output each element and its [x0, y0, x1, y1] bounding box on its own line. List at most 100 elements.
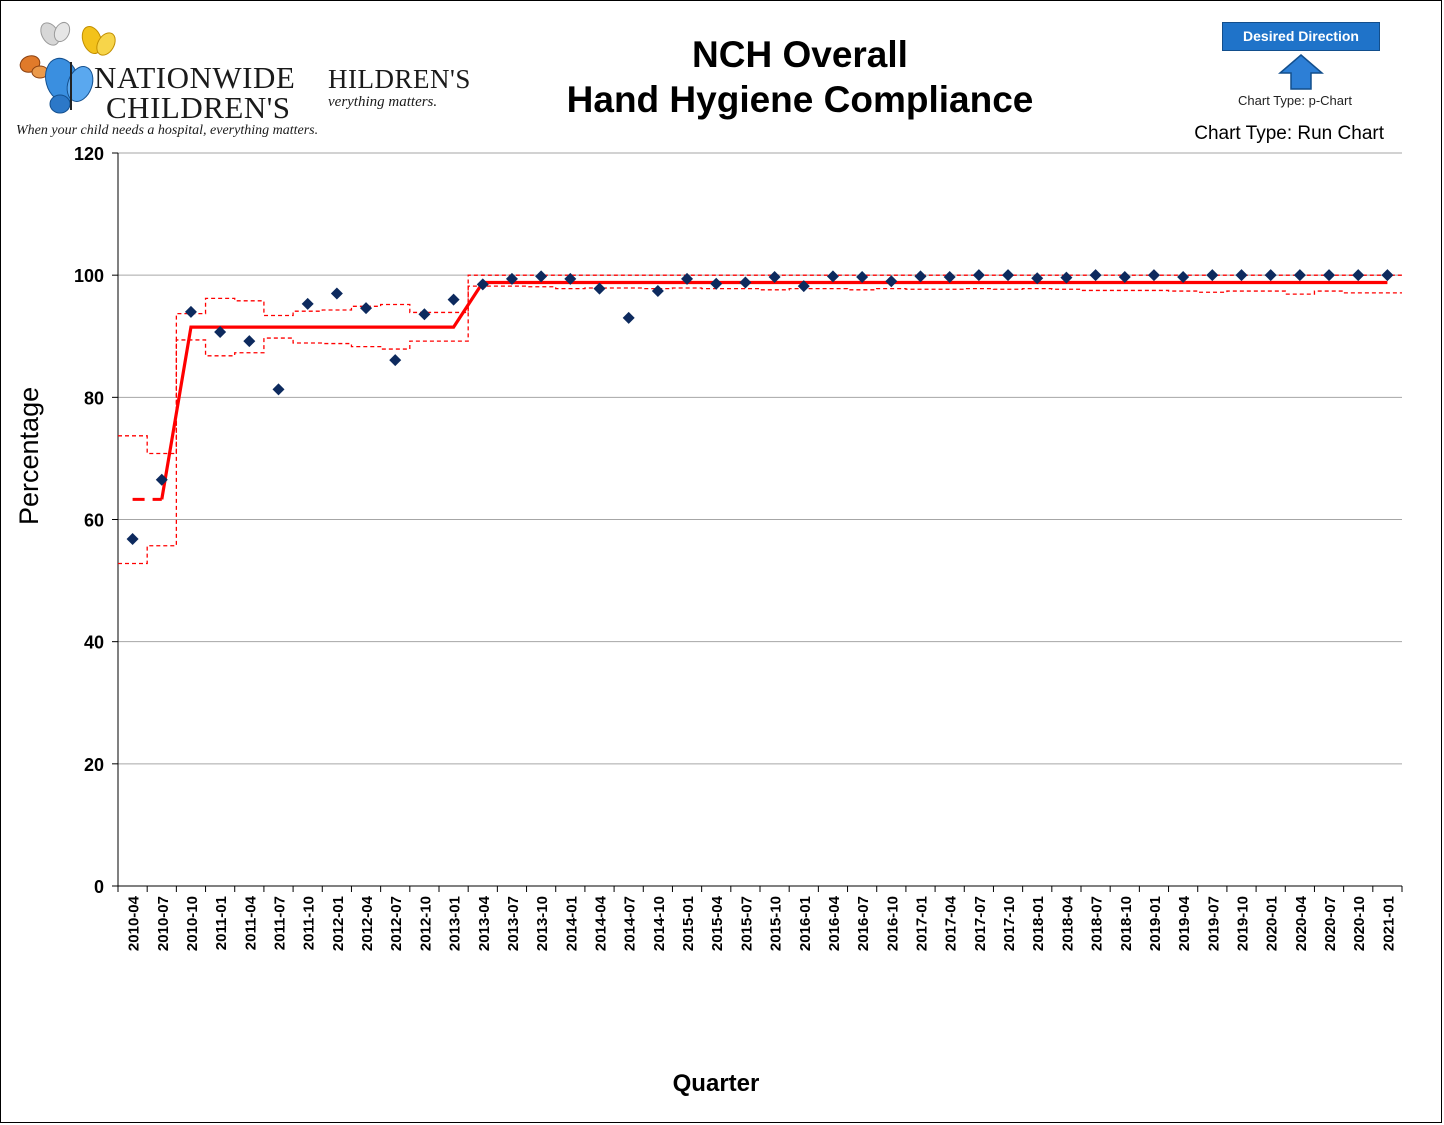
- chart-type-label: Chart Type: Run Chart: [1194, 123, 1384, 144]
- data-point: [535, 270, 548, 283]
- x-axis-label: Quarter: [672, 1070, 760, 1097]
- data-point: [856, 270, 869, 283]
- x-tick-label: 2010-10: [184, 896, 201, 951]
- data-point: [389, 354, 402, 367]
- x-tick-label: 2011-07: [272, 896, 289, 950]
- data-point: [681, 272, 694, 285]
- x-tick-label: 2012-01: [330, 896, 347, 951]
- x-tick-label: 2016-10: [884, 896, 901, 951]
- data-point: [885, 275, 898, 288]
- y-tick-label: 40: [84, 633, 104, 653]
- x-tick-label: 2015-01: [680, 896, 697, 951]
- control-limit-line: [118, 274, 1402, 455]
- data-point: [768, 270, 781, 283]
- data-point: [797, 280, 810, 293]
- logo-name-line2: CHILDREN'S: [106, 90, 291, 125]
- x-tick-label: 2016-01: [797, 896, 814, 951]
- data-point: [1381, 269, 1394, 282]
- y-tick-label: 60: [84, 511, 104, 531]
- x-tick-label: 2020-10: [1351, 896, 1368, 951]
- data-point: [214, 325, 227, 338]
- nationwide-childrens-logo: NATIONWIDE CHILDREN'S HILDREN'S verythin…: [10, 12, 470, 147]
- butterflies-icon: [19, 21, 116, 114]
- x-tick-label: 2013-04: [476, 895, 493, 951]
- data-point: [739, 276, 752, 289]
- data-point: [1060, 271, 1073, 284]
- x-tick-label: 2013-10: [534, 896, 551, 951]
- x-tick-label: 2020-01: [1264, 896, 1281, 951]
- desired-direction-badge: Desired Direction: [1222, 22, 1380, 51]
- x-tick-label: 2019-07: [1205, 896, 1222, 951]
- data-point: [710, 277, 723, 290]
- data-point: [1177, 270, 1190, 283]
- data-point: [943, 270, 956, 283]
- data-point: [447, 293, 460, 306]
- y-tick-label: 0: [94, 877, 104, 897]
- x-tick-label: 2019-10: [1235, 896, 1252, 951]
- logo-ghost-line1: HILDREN'S: [328, 64, 471, 94]
- data-point: [1147, 269, 1160, 282]
- x-tick-label: 2016-04: [826, 895, 843, 951]
- x-tick-label: 2010-04: [126, 895, 143, 951]
- x-tick-label: 2020-07: [1322, 896, 1339, 951]
- data-point: [593, 282, 606, 295]
- data-point: [243, 335, 256, 348]
- data-point: [1002, 269, 1015, 282]
- x-tick-label: 2013-07: [505, 896, 522, 951]
- data-point: [1293, 269, 1306, 282]
- x-tick-label: 2013-01: [447, 896, 464, 951]
- data-point: [1323, 269, 1336, 282]
- data-point: [651, 285, 664, 298]
- logo-ghost-line2: verything matters.: [328, 94, 438, 110]
- data-point: [972, 269, 985, 282]
- x-tick-label: 2012-10: [417, 896, 434, 951]
- up-arrow-icon: [1278, 54, 1324, 90]
- data-point: [914, 270, 927, 283]
- x-tick-label: 2015-10: [768, 896, 785, 951]
- center-line: [160, 280, 1388, 500]
- x-tick-label: 2011-10: [301, 896, 318, 950]
- logo-tagline: When your child needs a hospital, everyt…: [16, 123, 319, 138]
- x-tick-label: 2014-01: [563, 896, 580, 951]
- x-tick-label: 2017-04: [943, 895, 960, 951]
- x-tick-label: 2021-01: [1380, 896, 1397, 951]
- y-tick-label: 80: [84, 388, 104, 408]
- x-tick-label: 2016-07: [855, 896, 872, 951]
- x-tick-label: 2012-07: [388, 896, 405, 951]
- data-point: [1264, 269, 1277, 282]
- y-tick-label: 120: [74, 144, 104, 164]
- data-point: [1118, 270, 1131, 283]
- chart-title-line2: Hand Hygiene Compliance: [566, 79, 1034, 120]
- data-point: [418, 308, 431, 321]
- x-tick-label: 2012-04: [359, 895, 376, 951]
- logo-name-line1: NATIONWIDE: [94, 60, 296, 95]
- x-tick-label: 2011-04: [242, 895, 259, 950]
- data-point: [1206, 269, 1219, 282]
- data-point: [622, 311, 635, 324]
- data-point: [1352, 269, 1365, 282]
- x-tick-label: 2019-04: [1176, 895, 1193, 951]
- data-point: [272, 383, 285, 396]
- y-tick-label: 100: [74, 266, 104, 286]
- x-tick-label: 2014-10: [651, 896, 668, 951]
- x-tick-label: 2015-04: [709, 895, 726, 951]
- x-tick-label: 2017-10: [1001, 896, 1018, 951]
- x-tick-label: 2019-01: [1147, 896, 1164, 951]
- data-point: [505, 272, 518, 285]
- x-tick-label: 2017-01: [914, 896, 931, 951]
- data-point: [1031, 272, 1044, 285]
- data-point: [826, 270, 839, 283]
- x-tick-label: 2018-07: [1089, 896, 1106, 951]
- data-point: [126, 533, 139, 546]
- desired-direction-chart-type: Chart Type: p-Chart: [1238, 93, 1352, 108]
- x-tick-label: 2018-01: [1030, 896, 1047, 951]
- data-point: [476, 278, 489, 291]
- x-tick-label: 2020-04: [1293, 895, 1310, 951]
- x-tick-label: 2011-01: [213, 896, 230, 950]
- control-limit-line: [118, 285, 1402, 565]
- y-tick-label: 20: [84, 755, 104, 775]
- data-point: [1089, 269, 1102, 282]
- data-point: [1235, 269, 1248, 282]
